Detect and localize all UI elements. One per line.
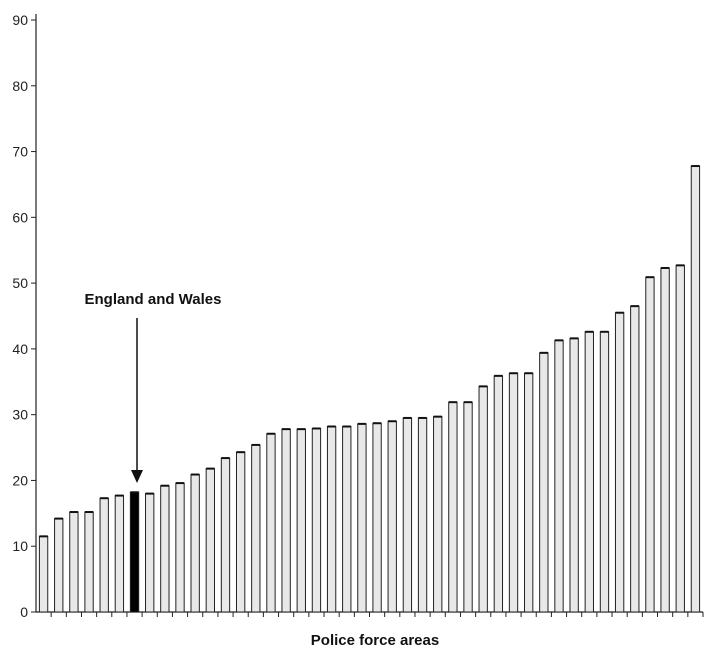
bar-highlighted: [129, 491, 140, 613]
bar: [539, 352, 549, 613]
bar: [326, 426, 337, 613]
bar: [463, 401, 473, 613]
bar: [84, 511, 94, 613]
bar: [569, 337, 579, 613]
bar: [281, 428, 291, 613]
bar: [690, 165, 701, 613]
bar: [417, 417, 428, 613]
bar: [251, 444, 261, 613]
bar: [342, 426, 352, 613]
bar: [448, 401, 458, 613]
bar: [38, 535, 49, 613]
bar: [220, 457, 231, 613]
bar: [660, 267, 670, 613]
y-tick-label: 10: [12, 538, 28, 554]
bar: [296, 428, 306, 613]
annotation-arrowhead: [131, 470, 143, 483]
bar: [205, 468, 215, 613]
y-tick-label: 0: [20, 604, 28, 620]
bar: [190, 474, 200, 613]
y-tick-label: 20: [12, 472, 28, 488]
bar: [402, 417, 413, 613]
bar: [478, 385, 488, 613]
bar: [145, 493, 155, 613]
x-axis-title: Police force areas: [311, 632, 439, 649]
bar: [554, 339, 564, 613]
bar: [54, 518, 64, 613]
bar: [614, 312, 625, 613]
bar: [69, 511, 79, 613]
bar: [524, 372, 534, 613]
bars: [38, 165, 701, 613]
bar: [675, 264, 685, 613]
y-tick-label: 30: [12, 407, 28, 423]
bar: [160, 485, 170, 613]
y-tick-label: 40: [12, 341, 28, 357]
bar: [584, 331, 594, 613]
bar: [387, 420, 397, 613]
y-tick-label: 70: [12, 144, 28, 160]
bar: [508, 372, 519, 613]
bar: [266, 433, 276, 613]
bar: [114, 495, 125, 613]
bar: [645, 276, 655, 613]
bar: [235, 451, 246, 613]
bar: [372, 422, 382, 613]
y-tick-label: 90: [12, 12, 28, 28]
annotation-label: England and Wales: [85, 291, 222, 308]
bar: [599, 331, 610, 613]
bar: [99, 497, 109, 613]
y-tick-label: 80: [12, 78, 28, 94]
bar: [433, 416, 443, 613]
bar: [493, 375, 504, 613]
y-tick-label: 60: [12, 209, 28, 225]
bar: [175, 482, 185, 613]
bar: [630, 305, 640, 613]
y-axis-ticks: 0 10 20 30 40 50 60 70 80 90: [12, 12, 36, 620]
bar: [357, 423, 367, 613]
y-tick-label: 50: [12, 275, 28, 291]
bar: [311, 427, 322, 613]
x-axis-ticks: [50, 612, 704, 617]
